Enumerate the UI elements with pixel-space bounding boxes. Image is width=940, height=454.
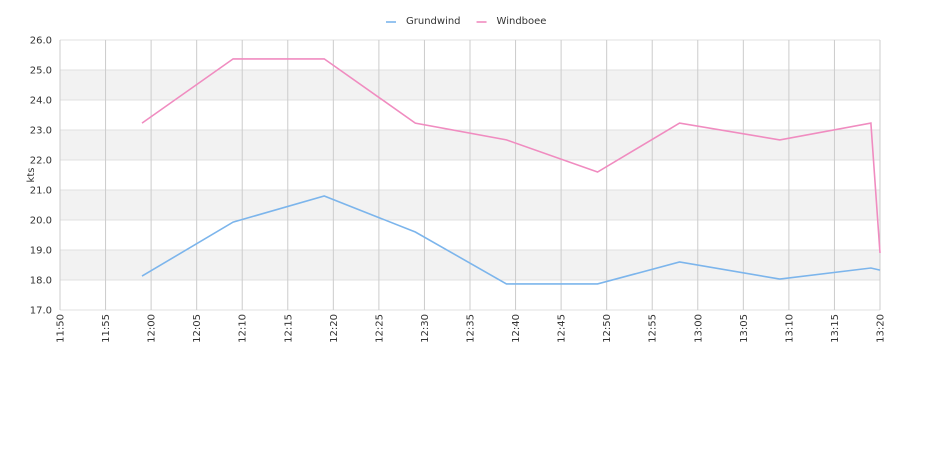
x-tick-label: 12:30: [420, 314, 431, 343]
x-tick-label: 12:25: [374, 314, 385, 343]
y-tick-label: 18.0: [30, 276, 52, 287]
legend-label: Windboee: [497, 16, 547, 27]
x-tick-label: 12:35: [466, 314, 477, 343]
x-tick-label: 11:50: [56, 314, 67, 343]
legend-label: Grundwind: [406, 16, 461, 27]
x-tick-label: 12:50: [602, 314, 613, 343]
line: [141, 195, 881, 285]
y-tick-label: 22.0: [30, 156, 52, 167]
x-tick-label: 13:00: [693, 314, 704, 343]
y-tick-label: 17.0: [30, 306, 52, 317]
y-tick-label: 23.0: [30, 126, 52, 137]
y-tick-label: 19.0: [30, 246, 52, 257]
x-tick-label: 13:20: [876, 314, 887, 343]
x-tick-label: 12:20: [329, 314, 340, 343]
x-tick-label: 13:05: [739, 314, 750, 343]
x-tick-label: 13:15: [830, 314, 841, 343]
y-tick-label: 21.0: [30, 186, 52, 197]
line: [141, 58, 881, 254]
y-axis-label: kts: [26, 168, 37, 183]
y-tick-label: 20.0: [30, 216, 52, 227]
y-tick-label: 25.0: [30, 66, 52, 77]
x-tick-label: 12:15: [283, 314, 294, 343]
x-tick-label: 12:00: [147, 314, 158, 343]
x-tick-label: 12:45: [557, 314, 568, 343]
y-tick-label: 24.0: [30, 96, 52, 107]
x-tick-label: 12:40: [511, 314, 522, 343]
x-tick-label: 12:55: [648, 314, 659, 343]
x-tick-label: 12:10: [238, 314, 249, 343]
x-tick-label: 12:05: [192, 314, 203, 343]
x-tick-label: 13:10: [784, 314, 795, 343]
x-tick-label: 11:55: [101, 314, 112, 343]
y-tick-label: 26.0: [30, 36, 52, 47]
